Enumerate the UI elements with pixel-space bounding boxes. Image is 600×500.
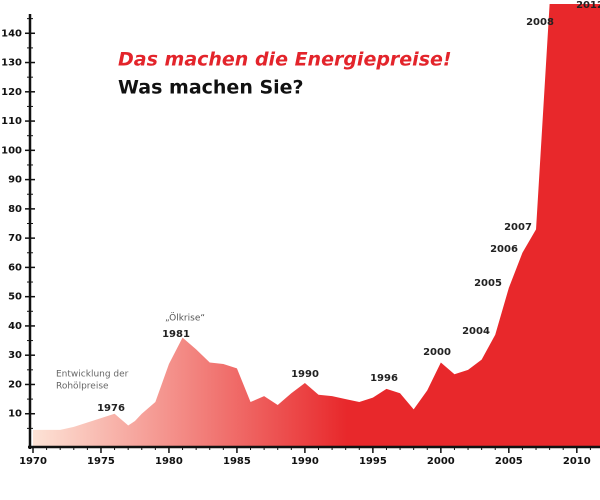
annotation: 2008 <box>526 17 554 28</box>
annotation: Entwicklung der <box>56 370 129 380</box>
y-tick-label: 80 <box>8 204 22 215</box>
x-tick-label: 1975 <box>87 456 115 467</box>
y-tick-label: 60 <box>8 262 22 273</box>
annotation: 1976 <box>97 403 125 414</box>
y-tick-label: 130 <box>1 58 22 69</box>
x-tick-label: 1970 <box>19 456 47 467</box>
y-tick-label: 100 <box>1 145 22 156</box>
chart-title: Das machen die Energiepreise! <box>118 49 452 71</box>
y-tick-label: 10 <box>8 409 22 420</box>
annotation: Rohölpreise <box>56 382 109 392</box>
x-tick-label: 1990 <box>291 456 319 467</box>
annotation: 2006 <box>490 244 518 255</box>
y-tick-label: 20 <box>8 379 22 390</box>
annotation: 2007 <box>504 222 532 233</box>
annotation: „Ölkrise“ <box>165 313 205 324</box>
chart-subtitle: Was machen Sie? <box>118 77 304 99</box>
x-tick-label: 2010 <box>563 456 591 467</box>
annotation: 2004 <box>462 326 490 337</box>
x-tick-label: 1980 <box>155 456 183 467</box>
x-tick-label: 1985 <box>223 456 251 467</box>
annotation: 1990 <box>291 369 319 380</box>
y-tick-label: 30 <box>8 350 22 361</box>
annotation: 2000 <box>423 347 451 358</box>
x-tick-label: 2005 <box>495 456 523 467</box>
y-tick-label: 110 <box>1 116 22 127</box>
annotation: 2005 <box>474 278 502 289</box>
annotation: 1996 <box>370 373 398 384</box>
annotation: 1981 <box>162 329 190 340</box>
y-tick-label: 140 <box>1 28 22 39</box>
annotation: 2012 <box>576 0 600 11</box>
y-tick-label: 70 <box>8 233 22 244</box>
y-tick-label: 120 <box>1 87 22 98</box>
x-tick-label: 1995 <box>359 456 387 467</box>
y-tick-label: 50 <box>8 292 22 303</box>
x-tick-label: 2000 <box>427 456 455 467</box>
y-tick-label: 90 <box>8 175 22 186</box>
y-tick-label: 40 <box>8 321 22 332</box>
area <box>33 4 600 447</box>
